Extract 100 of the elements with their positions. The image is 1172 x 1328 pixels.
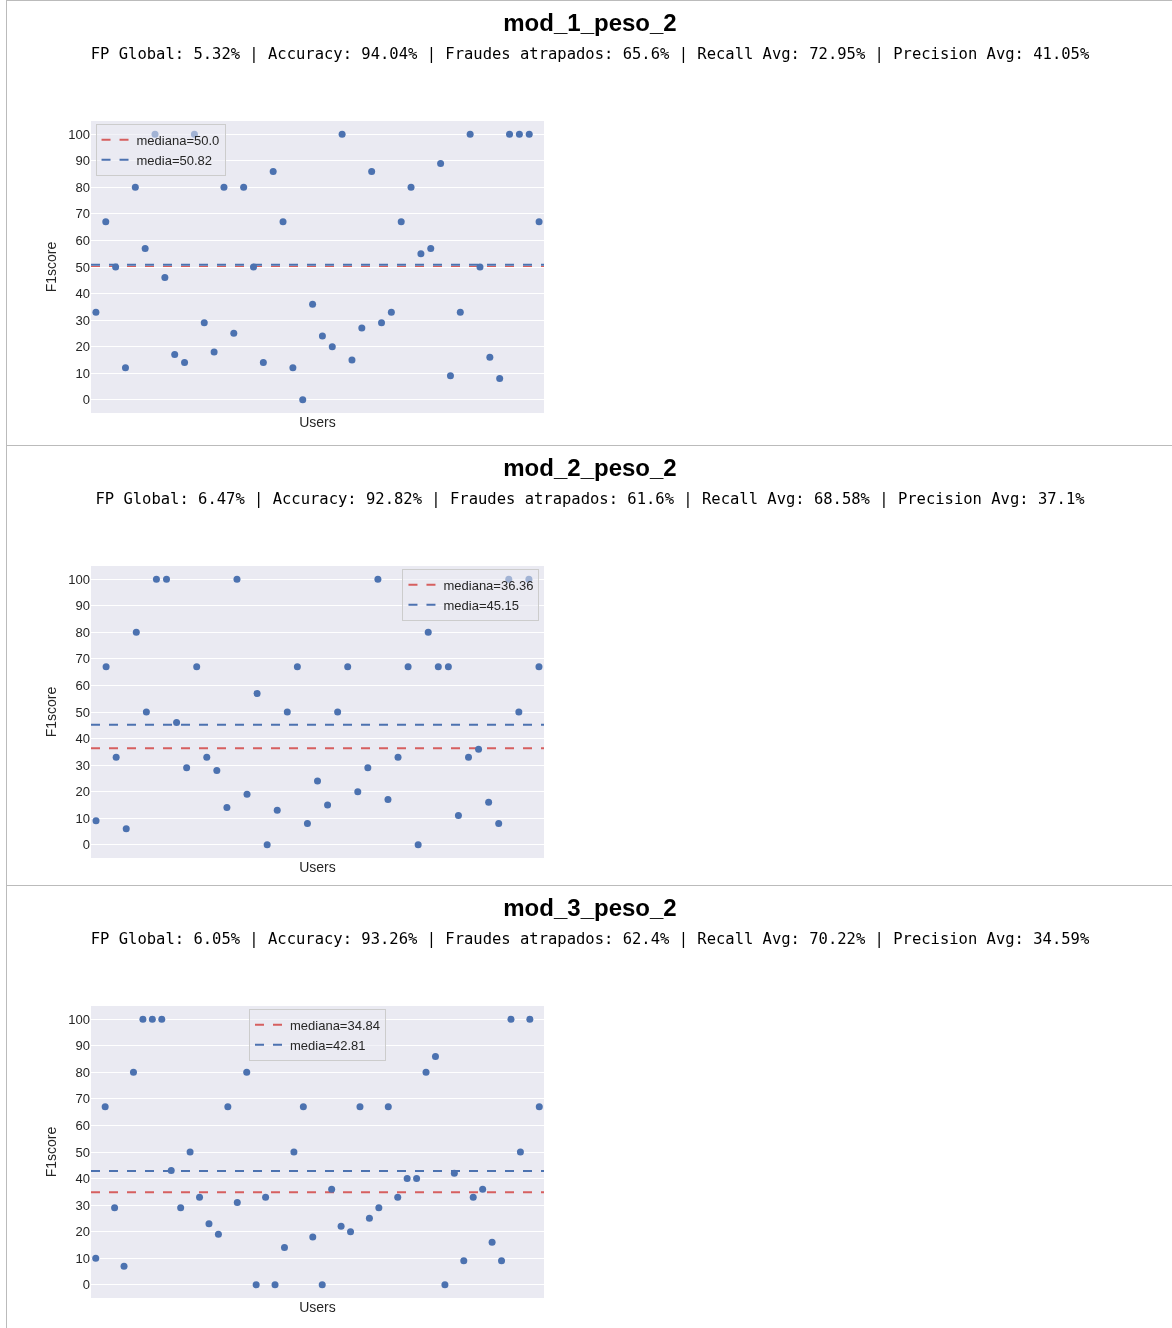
point bbox=[413, 1175, 421, 1183]
point bbox=[404, 663, 412, 671]
point bbox=[101, 1103, 109, 1111]
point bbox=[152, 575, 160, 583]
chart-title: mod_1_peso_2 bbox=[502, 9, 678, 37]
point bbox=[515, 708, 523, 716]
point bbox=[243, 1068, 251, 1076]
y-tick-label: 90 bbox=[75, 1038, 90, 1054]
point bbox=[460, 1257, 468, 1265]
y-tick-label: 70 bbox=[75, 651, 90, 667]
point bbox=[213, 766, 221, 774]
y-tick-label: 60 bbox=[75, 678, 90, 693]
y-tick-label: 60 bbox=[75, 233, 90, 248]
point bbox=[347, 1228, 355, 1236]
point bbox=[220, 183, 228, 191]
y-tick-label: 40 bbox=[75, 1171, 90, 1187]
point bbox=[469, 1193, 477, 1201]
point bbox=[515, 130, 523, 138]
point bbox=[205, 1220, 213, 1228]
point bbox=[397, 218, 405, 226]
point bbox=[375, 1204, 383, 1212]
y-tick-label: 0 bbox=[82, 392, 90, 408]
point bbox=[496, 374, 504, 382]
y-tick-label: 40 bbox=[75, 286, 90, 302]
point bbox=[148, 1015, 156, 1023]
point bbox=[120, 1262, 128, 1270]
text: FP Global: 6.05% | Accuracy: 93.26% | Fraudes atrapados: 62.4% | Recall Avg: 70.22% | Precision Avg: 34.59% bbox=[89, 930, 1091, 948]
point bbox=[240, 183, 248, 191]
x-axis-title: Users bbox=[299, 859, 336, 876]
point bbox=[181, 359, 189, 367]
point bbox=[121, 364, 129, 372]
point bbox=[422, 1068, 430, 1076]
point bbox=[271, 1281, 279, 1289]
legend-label: mediana=34.84 bbox=[290, 1017, 380, 1033]
point bbox=[368, 167, 376, 175]
point bbox=[403, 1175, 411, 1183]
point bbox=[407, 183, 415, 191]
point bbox=[224, 1103, 232, 1111]
point bbox=[299, 396, 307, 404]
text: FP Global: 5.32% | Accuracy: 94.04% | Fraudes atrapados: 65.6% | Recall Avg: 72.95% | Precision Avg: 41.05% bbox=[89, 45, 1091, 63]
point bbox=[309, 1233, 317, 1241]
point bbox=[365, 1214, 373, 1222]
point bbox=[328, 1185, 336, 1193]
point bbox=[92, 1254, 100, 1262]
y-axis-title: F1score bbox=[42, 241, 59, 293]
y-tick-label: 50 bbox=[75, 1144, 90, 1160]
point bbox=[112, 753, 120, 761]
point bbox=[454, 812, 462, 820]
point bbox=[293, 663, 301, 671]
point bbox=[92, 817, 100, 825]
point bbox=[354, 788, 362, 796]
x-axis-title: Users bbox=[299, 414, 336, 431]
y-tick-label: 80 bbox=[75, 1064, 90, 1080]
y-tick-label: 0 bbox=[82, 837, 90, 853]
legend-label: media=45.15 bbox=[443, 597, 519, 613]
point bbox=[122, 825, 130, 833]
point bbox=[526, 1015, 534, 1023]
y-tick-label: 80 bbox=[75, 624, 90, 640]
point bbox=[233, 575, 241, 583]
point bbox=[338, 130, 346, 138]
point bbox=[214, 1230, 222, 1238]
point bbox=[535, 1103, 543, 1111]
point bbox=[233, 1198, 241, 1206]
point bbox=[223, 804, 231, 812]
legend-label: mediana=36.36 bbox=[443, 577, 534, 593]
point bbox=[506, 130, 514, 138]
point bbox=[203, 753, 211, 761]
y-tick-label: 0 bbox=[82, 1277, 90, 1293]
point bbox=[141, 244, 149, 252]
point bbox=[384, 1103, 392, 1111]
point bbox=[112, 263, 120, 271]
point bbox=[259, 359, 267, 367]
legend-label: media=42.81 bbox=[290, 1037, 366, 1053]
point bbox=[177, 1204, 185, 1212]
point bbox=[387, 308, 395, 316]
point bbox=[394, 1193, 402, 1201]
point bbox=[378, 319, 386, 327]
y-tick-label: 80 bbox=[75, 179, 90, 195]
point bbox=[132, 628, 140, 636]
point bbox=[253, 689, 261, 697]
point bbox=[444, 663, 452, 671]
point bbox=[456, 308, 464, 316]
point bbox=[446, 372, 454, 380]
point bbox=[163, 575, 170, 583]
point bbox=[161, 274, 169, 282]
point bbox=[324, 801, 332, 809]
point bbox=[173, 719, 181, 727]
y-tick-label: 100 bbox=[68, 1011, 90, 1027]
y-tick-label: 10 bbox=[75, 810, 90, 826]
point bbox=[92, 308, 100, 316]
point bbox=[431, 1052, 439, 1060]
point bbox=[131, 183, 139, 191]
y-axis-title: F1score bbox=[42, 1126, 59, 1178]
point bbox=[243, 790, 251, 798]
y-tick-label: 70 bbox=[75, 1091, 90, 1107]
point bbox=[525, 130, 533, 138]
point bbox=[102, 218, 110, 226]
point bbox=[158, 1015, 166, 1023]
y-tick-label: 60 bbox=[75, 1118, 90, 1133]
y-tick-label: 50 bbox=[75, 259, 90, 275]
